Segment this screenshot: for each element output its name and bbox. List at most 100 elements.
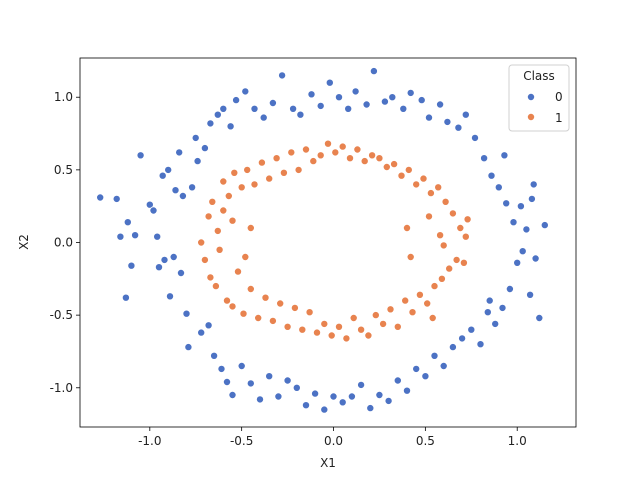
data-point-class-1: [301, 145, 310, 154]
data-point-class-0: [498, 303, 507, 312]
points-layer: [96, 67, 549, 414]
data-point-class-0: [145, 200, 154, 209]
data-point-class-0: [329, 392, 338, 401]
data-point-class-0: [320, 405, 329, 414]
data-point-class-0: [283, 376, 292, 385]
data-point-class-0: [393, 376, 402, 385]
data-point-class-1: [239, 309, 248, 318]
data-point-class-0: [487, 171, 496, 180]
data-point-class-0: [237, 361, 246, 370]
data-point-class-1: [320, 319, 329, 328]
data-point-class-1: [316, 151, 325, 160]
data-point-class-0: [461, 110, 470, 119]
data-point-class-1: [353, 145, 362, 154]
data-point-class-1: [419, 174, 428, 183]
data-point-class-0: [255, 395, 264, 404]
data-point-class-1: [357, 325, 366, 334]
x-axis-label: X1: [320, 456, 336, 470]
data-point-class-0: [112, 194, 121, 203]
data-point-class-1: [382, 162, 391, 171]
data-point-class-0: [153, 232, 162, 241]
data-point-class-1: [408, 308, 417, 317]
data-point-class-1: [206, 273, 215, 282]
data-point-class-1: [197, 238, 206, 247]
data-point-class-0: [476, 340, 485, 349]
data-point-class-1: [461, 232, 470, 241]
data-point-class-0: [169, 252, 178, 261]
data-point-class-0: [375, 390, 384, 399]
data-point-class-0: [491, 319, 500, 328]
data-point-class-1: [246, 223, 255, 232]
data-point-class-1: [393, 322, 402, 331]
data-point-class-0: [165, 292, 174, 301]
data-point-class-0: [136, 151, 145, 160]
data-point-class-1: [452, 255, 461, 264]
data-point-class-0: [448, 343, 457, 352]
data-point-class-1: [254, 313, 263, 322]
data-point-class-0: [200, 144, 209, 153]
data-point-class-0: [217, 364, 226, 373]
data-point-class-1: [279, 168, 288, 177]
data-point-class-0: [388, 93, 397, 102]
data-point-class-0: [325, 78, 334, 87]
data-point-class-0: [278, 71, 287, 80]
data-point-class-0: [439, 361, 448, 370]
data-point-class-0: [292, 383, 301, 392]
data-point-class-1: [222, 296, 231, 305]
data-point-class-1: [243, 165, 252, 174]
legend-title: Class: [523, 69, 555, 83]
data-point-class-1: [428, 313, 437, 322]
legend-box: [508, 64, 570, 132]
data-point-class-0: [116, 232, 125, 241]
data-point-class-0: [417, 96, 426, 105]
data-point-class-0: [516, 202, 525, 211]
data-point-class-0: [241, 87, 250, 96]
data-point-class-1: [309, 157, 318, 166]
data-point-class-1: [257, 158, 266, 167]
data-point-class-1: [246, 284, 255, 293]
data-point-class-0: [193, 157, 202, 166]
data-point-class-0: [436, 100, 445, 109]
data-point-class-0: [522, 225, 531, 234]
legend-label-class-0: 0: [555, 90, 563, 104]
data-point-class-1: [445, 264, 454, 273]
data-point-class-1: [379, 319, 388, 328]
data-point-class-0: [131, 231, 140, 240]
data-point-class-1: [215, 245, 224, 254]
data-point-class-1: [448, 209, 457, 218]
data-point-class-0: [316, 101, 325, 110]
data-point-class-0: [430, 351, 439, 360]
data-point-class-1: [305, 308, 314, 317]
data-point-class-0: [171, 186, 180, 195]
data-point-class-1: [312, 328, 321, 337]
data-point-class-1: [241, 252, 250, 261]
data-point-class-0: [307, 90, 316, 99]
data-point-class-0: [149, 206, 158, 215]
data-point-class-1: [338, 142, 347, 151]
data-point-class-1: [228, 216, 237, 225]
data-point-class-1: [211, 282, 220, 291]
data-point-class-0: [197, 328, 206, 337]
data-point-class-0: [188, 183, 197, 192]
data-point-class-1: [200, 255, 209, 264]
data-point-class-0: [175, 148, 184, 157]
data-point-class-0: [164, 165, 173, 174]
data-point-class-1: [456, 223, 465, 232]
data-point-class-0: [154, 263, 163, 272]
data-point-class-0: [529, 180, 538, 189]
data-point-class-1: [219, 177, 228, 186]
x-tick-label: 1.0: [508, 434, 527, 448]
data-point-class-1: [228, 302, 237, 311]
data-point-class-1: [436, 231, 445, 240]
data-point-class-0: [509, 218, 518, 227]
data-point-class-0: [158, 171, 167, 180]
data-point-class-1: [283, 322, 292, 331]
data-point-class-0: [412, 364, 421, 373]
data-point-class-1: [360, 157, 369, 166]
data-point-class-0: [357, 380, 366, 389]
data-point-class-0: [470, 133, 479, 142]
data-point-class-0: [480, 154, 489, 163]
data-point-class-1: [276, 299, 285, 308]
data-point-class-1: [424, 212, 433, 221]
data-point-class-1: [298, 325, 307, 334]
